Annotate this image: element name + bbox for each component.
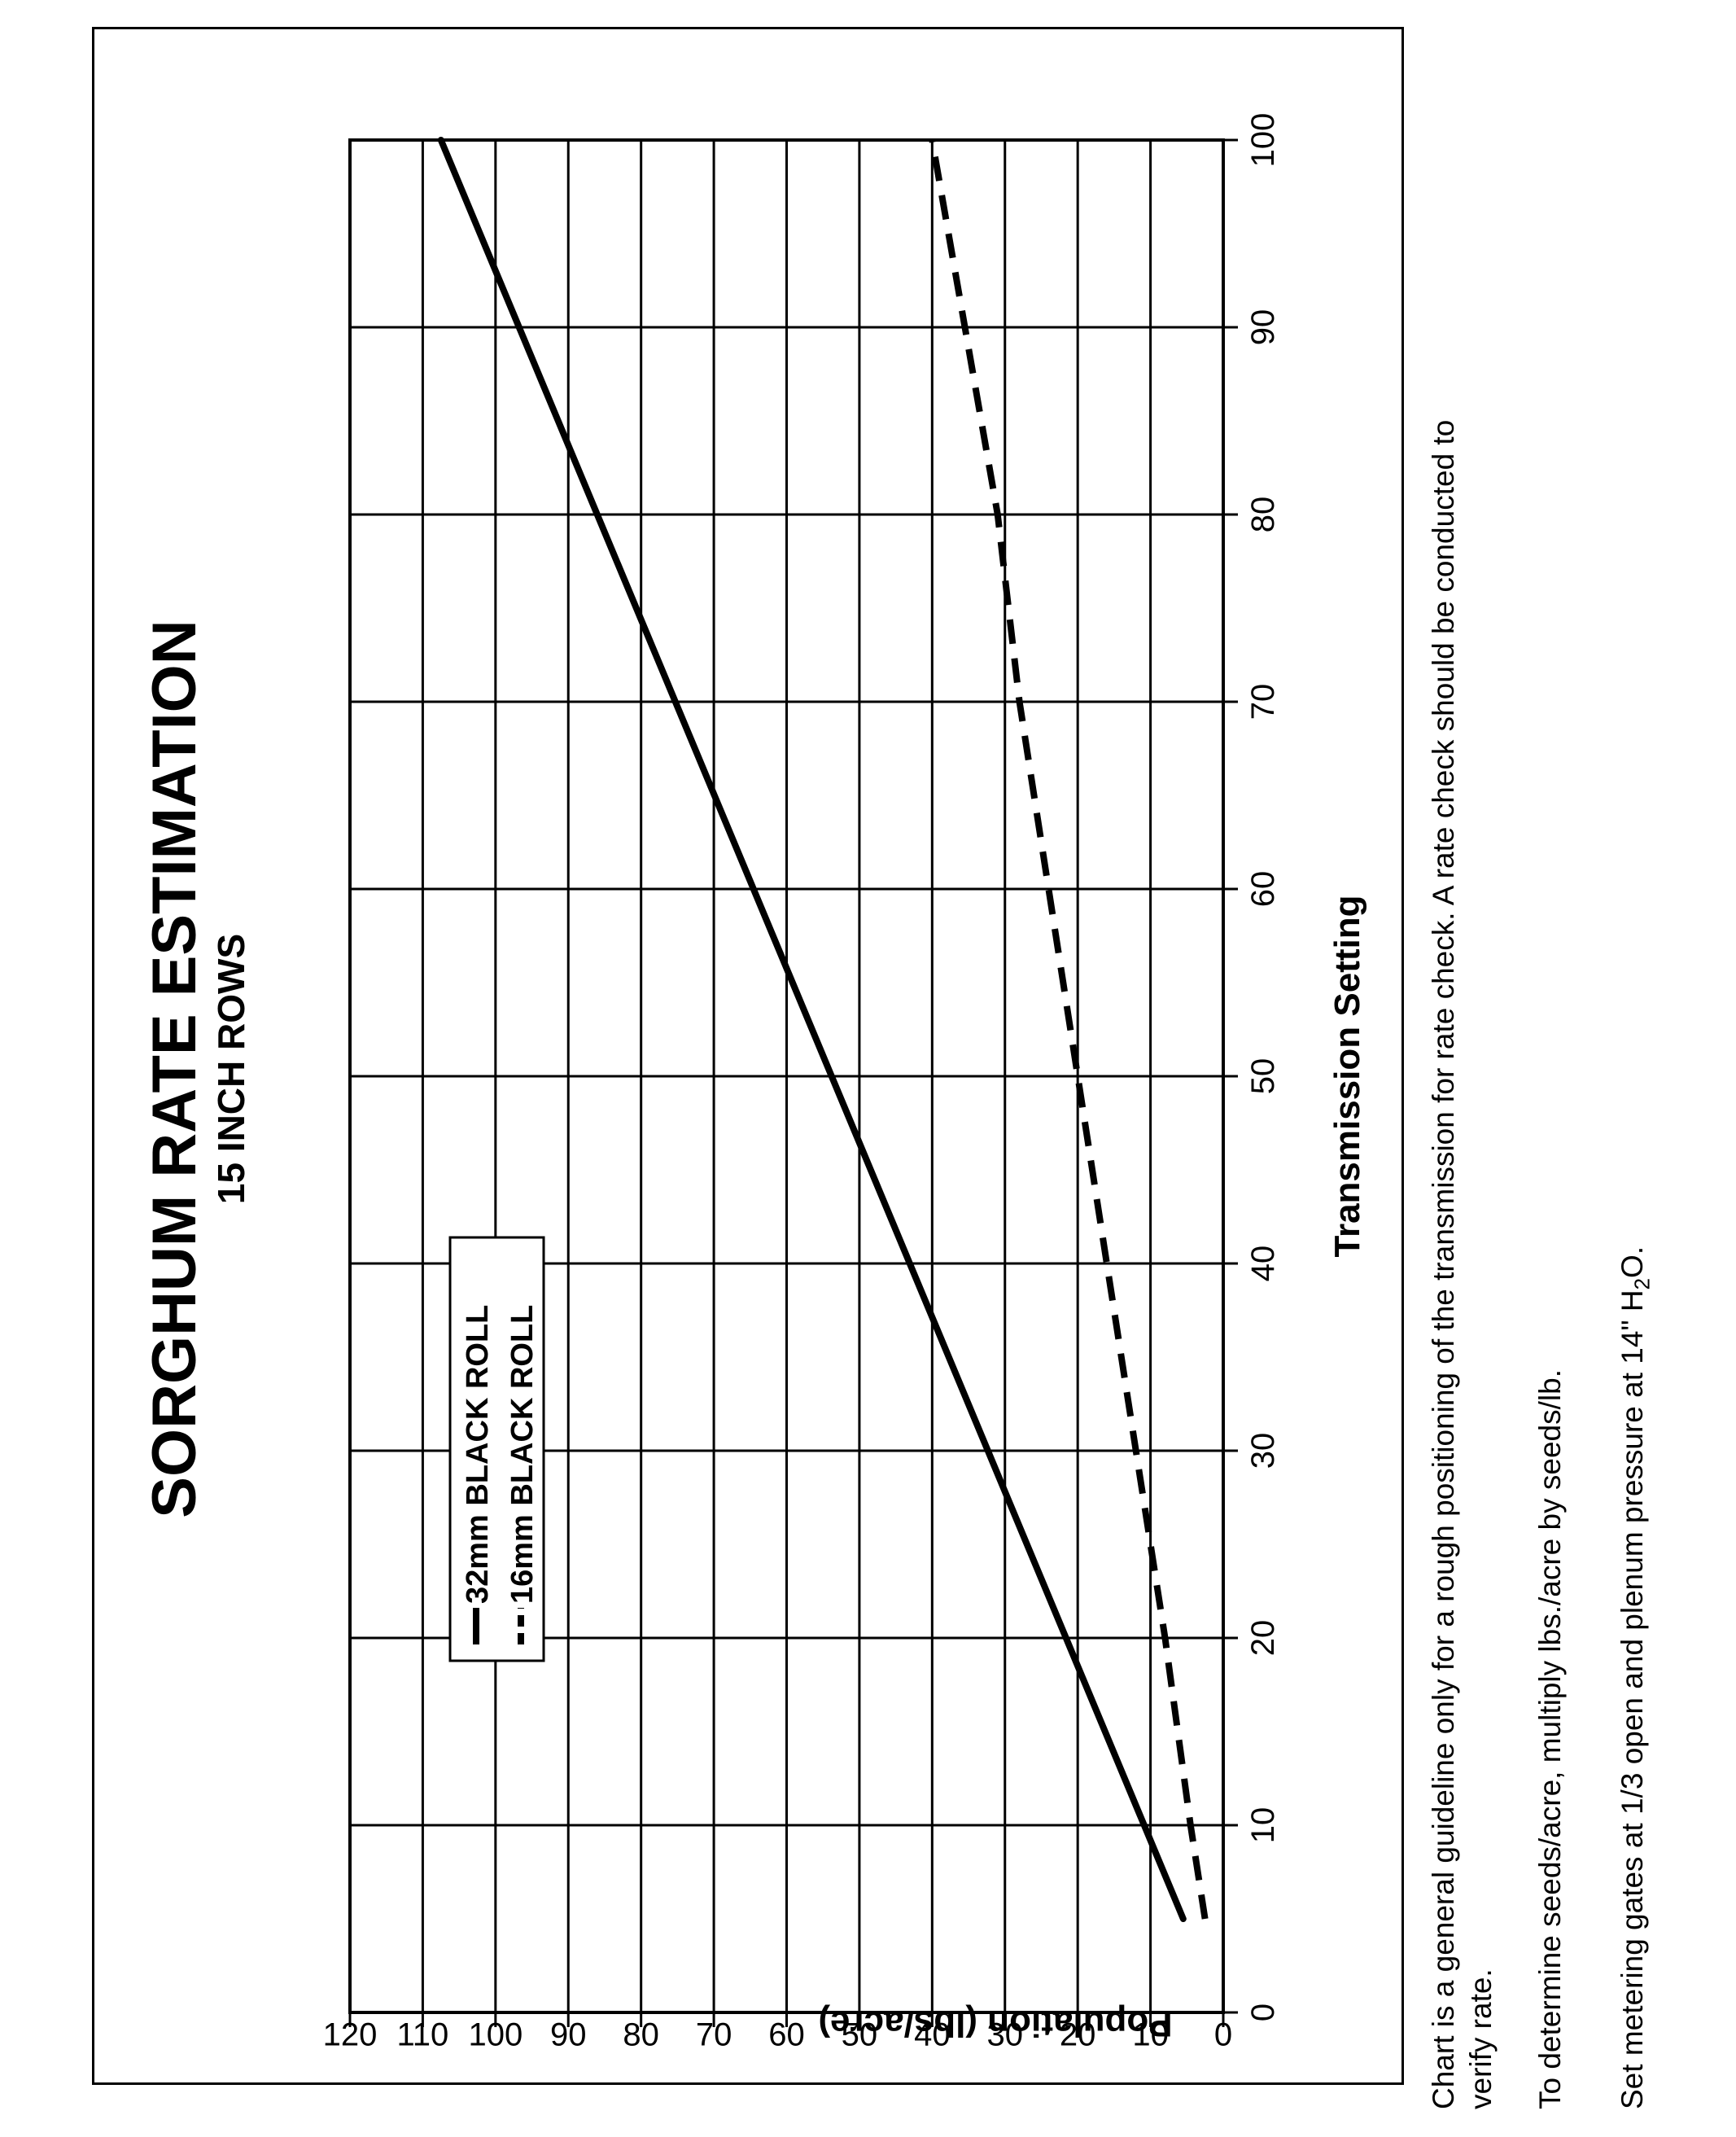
x-tick-10: 10 [1245, 1807, 1281, 1844]
y-tick-50: 50 [842, 2017, 878, 2053]
x-tick-90: 90 [1245, 309, 1281, 346]
note-seeds-per-acre: To determine seeds/acre, multiply lbs./a… [1533, 1369, 1567, 2109]
note-metering-text: Set metering gates at 1/3 open and plenu… [1616, 1290, 1649, 2109]
note-metering-gates: Set metering gates at 1/3 open and plenu… [1614, 1246, 1660, 2109]
y-tick-120: 120 [323, 2017, 378, 2053]
y-tick-100: 100 [468, 2017, 523, 2053]
x-axis-label: Transmission Setting [1327, 896, 1367, 1258]
y-tick-60: 60 [768, 2017, 805, 2053]
x-tick-labels: 0 10 20 30 40 50 60 70 80 90 100 [1245, 113, 1281, 2022]
x-tick-20: 20 [1245, 1620, 1281, 1657]
note-guideline-line1: Chart is a general guideline only for a … [1427, 419, 1460, 2109]
legend-box [448, 1236, 545, 1662]
x-tick-0: 0 [1245, 2003, 1281, 2021]
y-tick-20: 20 [1060, 2017, 1096, 2053]
x-tick-40: 40 [1245, 1246, 1281, 1282]
chart-subtitle: 15 INCH ROWS [210, 934, 252, 1204]
series-line-16mm [929, 139, 1209, 1920]
y-tick-110: 110 [397, 2017, 449, 2053]
x-tick-30: 30 [1245, 1433, 1281, 1469]
legend-label-16mm: 16mm BLACK ROLL [505, 1305, 540, 1604]
page-frame [92, 27, 1404, 2085]
x-tick-70: 70 [1245, 684, 1281, 720]
y-tick-0: 0 [1214, 2017, 1232, 2053]
y-tick-90: 90 [550, 2017, 587, 2053]
chart-title: SORGHUM RATE ESTIMATION [140, 620, 209, 1517]
note-metering-end: O. [1616, 1246, 1649, 1278]
y-tick-30: 30 [987, 2017, 1024, 2053]
note-metering-sub: 2 [1629, 1277, 1655, 1290]
series-line-32mm [437, 137, 1187, 1922]
y-tick-10: 10 [1132, 2017, 1169, 2053]
y-tick-labels: 0 10 20 30 40 50 60 70 80 90 100 110 120 [323, 2017, 1233, 2053]
y-tick-70: 70 [696, 2017, 732, 2053]
y-tick-40: 40 [914, 2017, 951, 2053]
series-layer [437, 137, 1209, 1922]
x-tick-50: 50 [1245, 1058, 1281, 1095]
legend-label-32mm: 32mm BLACK ROLL [461, 1305, 495, 1604]
note-guideline-line2: verify rate. [1464, 1968, 1498, 2109]
plot-border [348, 138, 1225, 2014]
x-tick-80: 80 [1245, 497, 1281, 533]
x-tick-100: 100 [1245, 113, 1281, 168]
y-axis-label: Population (lbs/acre) [818, 2003, 1172, 2043]
grid [348, 138, 1238, 2027]
legend: 32mm BLACK ROLL 16mm BLACK ROLL [448, 1236, 545, 1662]
x-tick-60: 60 [1245, 871, 1281, 908]
y-tick-80: 80 [623, 2017, 659, 2053]
